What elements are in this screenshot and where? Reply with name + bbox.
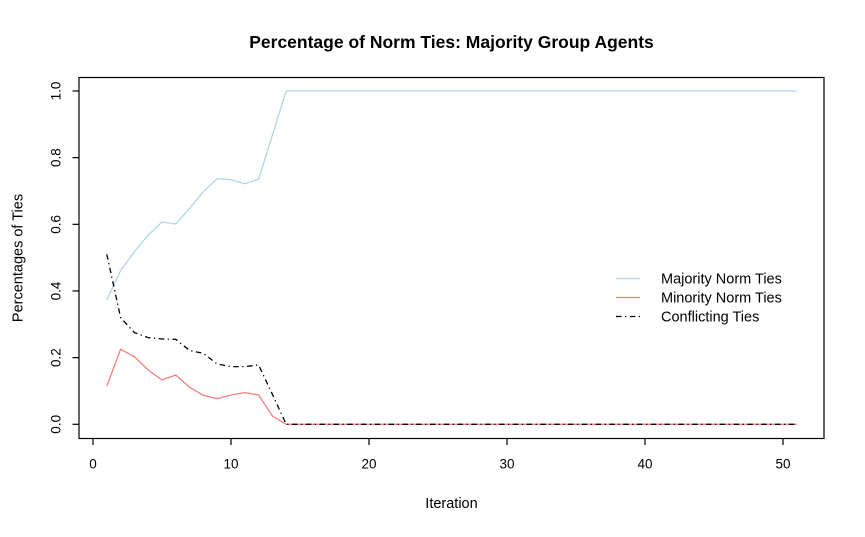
- x-tick-label: 10: [223, 457, 238, 472]
- legend-entry-label: Conflicting Ties: [661, 310, 759, 326]
- x-axis-label: Iteration: [425, 496, 477, 512]
- x-tick-label: 40: [637, 457, 652, 472]
- plot-box: [78, 76, 825, 440]
- series-line-majority-norm-ties: [106, 90, 797, 301]
- legend-entry-label: Minority Norm Ties: [661, 291, 782, 307]
- y-axis: 0.0 0.2 0.4 0.6 0.8 1.0: [49, 82, 79, 434]
- series-lines: [106, 90, 797, 425]
- y-axis-label: Percentages of Ties: [11, 194, 27, 322]
- x-axis: 0 10 20 30 40 50: [89, 438, 791, 472]
- x-tick-label: 20: [361, 457, 376, 472]
- legend-entry-label: Majority Norm Ties: [661, 272, 782, 288]
- y-tick-label: 1.0: [49, 82, 64, 101]
- y-tick-label: 0.4: [49, 281, 64, 300]
- series-line-minority-norm-ties: [106, 348, 797, 425]
- x-tick-label: 50: [775, 457, 790, 472]
- y-tick-label: 0.0: [49, 415, 64, 434]
- x-tick-label: 0: [89, 457, 97, 472]
- legend: Majority Norm Ties Minority Norm Ties Conf…: [616, 272, 782, 326]
- x-tick-label: 30: [499, 457, 514, 472]
- y-tick-label: 0.8: [49, 148, 64, 167]
- y-tick-label: 0.6: [49, 215, 64, 234]
- chart-title: Percentage of Norm Ties: Majority Group …: [249, 32, 654, 52]
- series-line-conflicting-ties: [106, 254, 797, 425]
- y-tick-label: 0.2: [49, 348, 64, 367]
